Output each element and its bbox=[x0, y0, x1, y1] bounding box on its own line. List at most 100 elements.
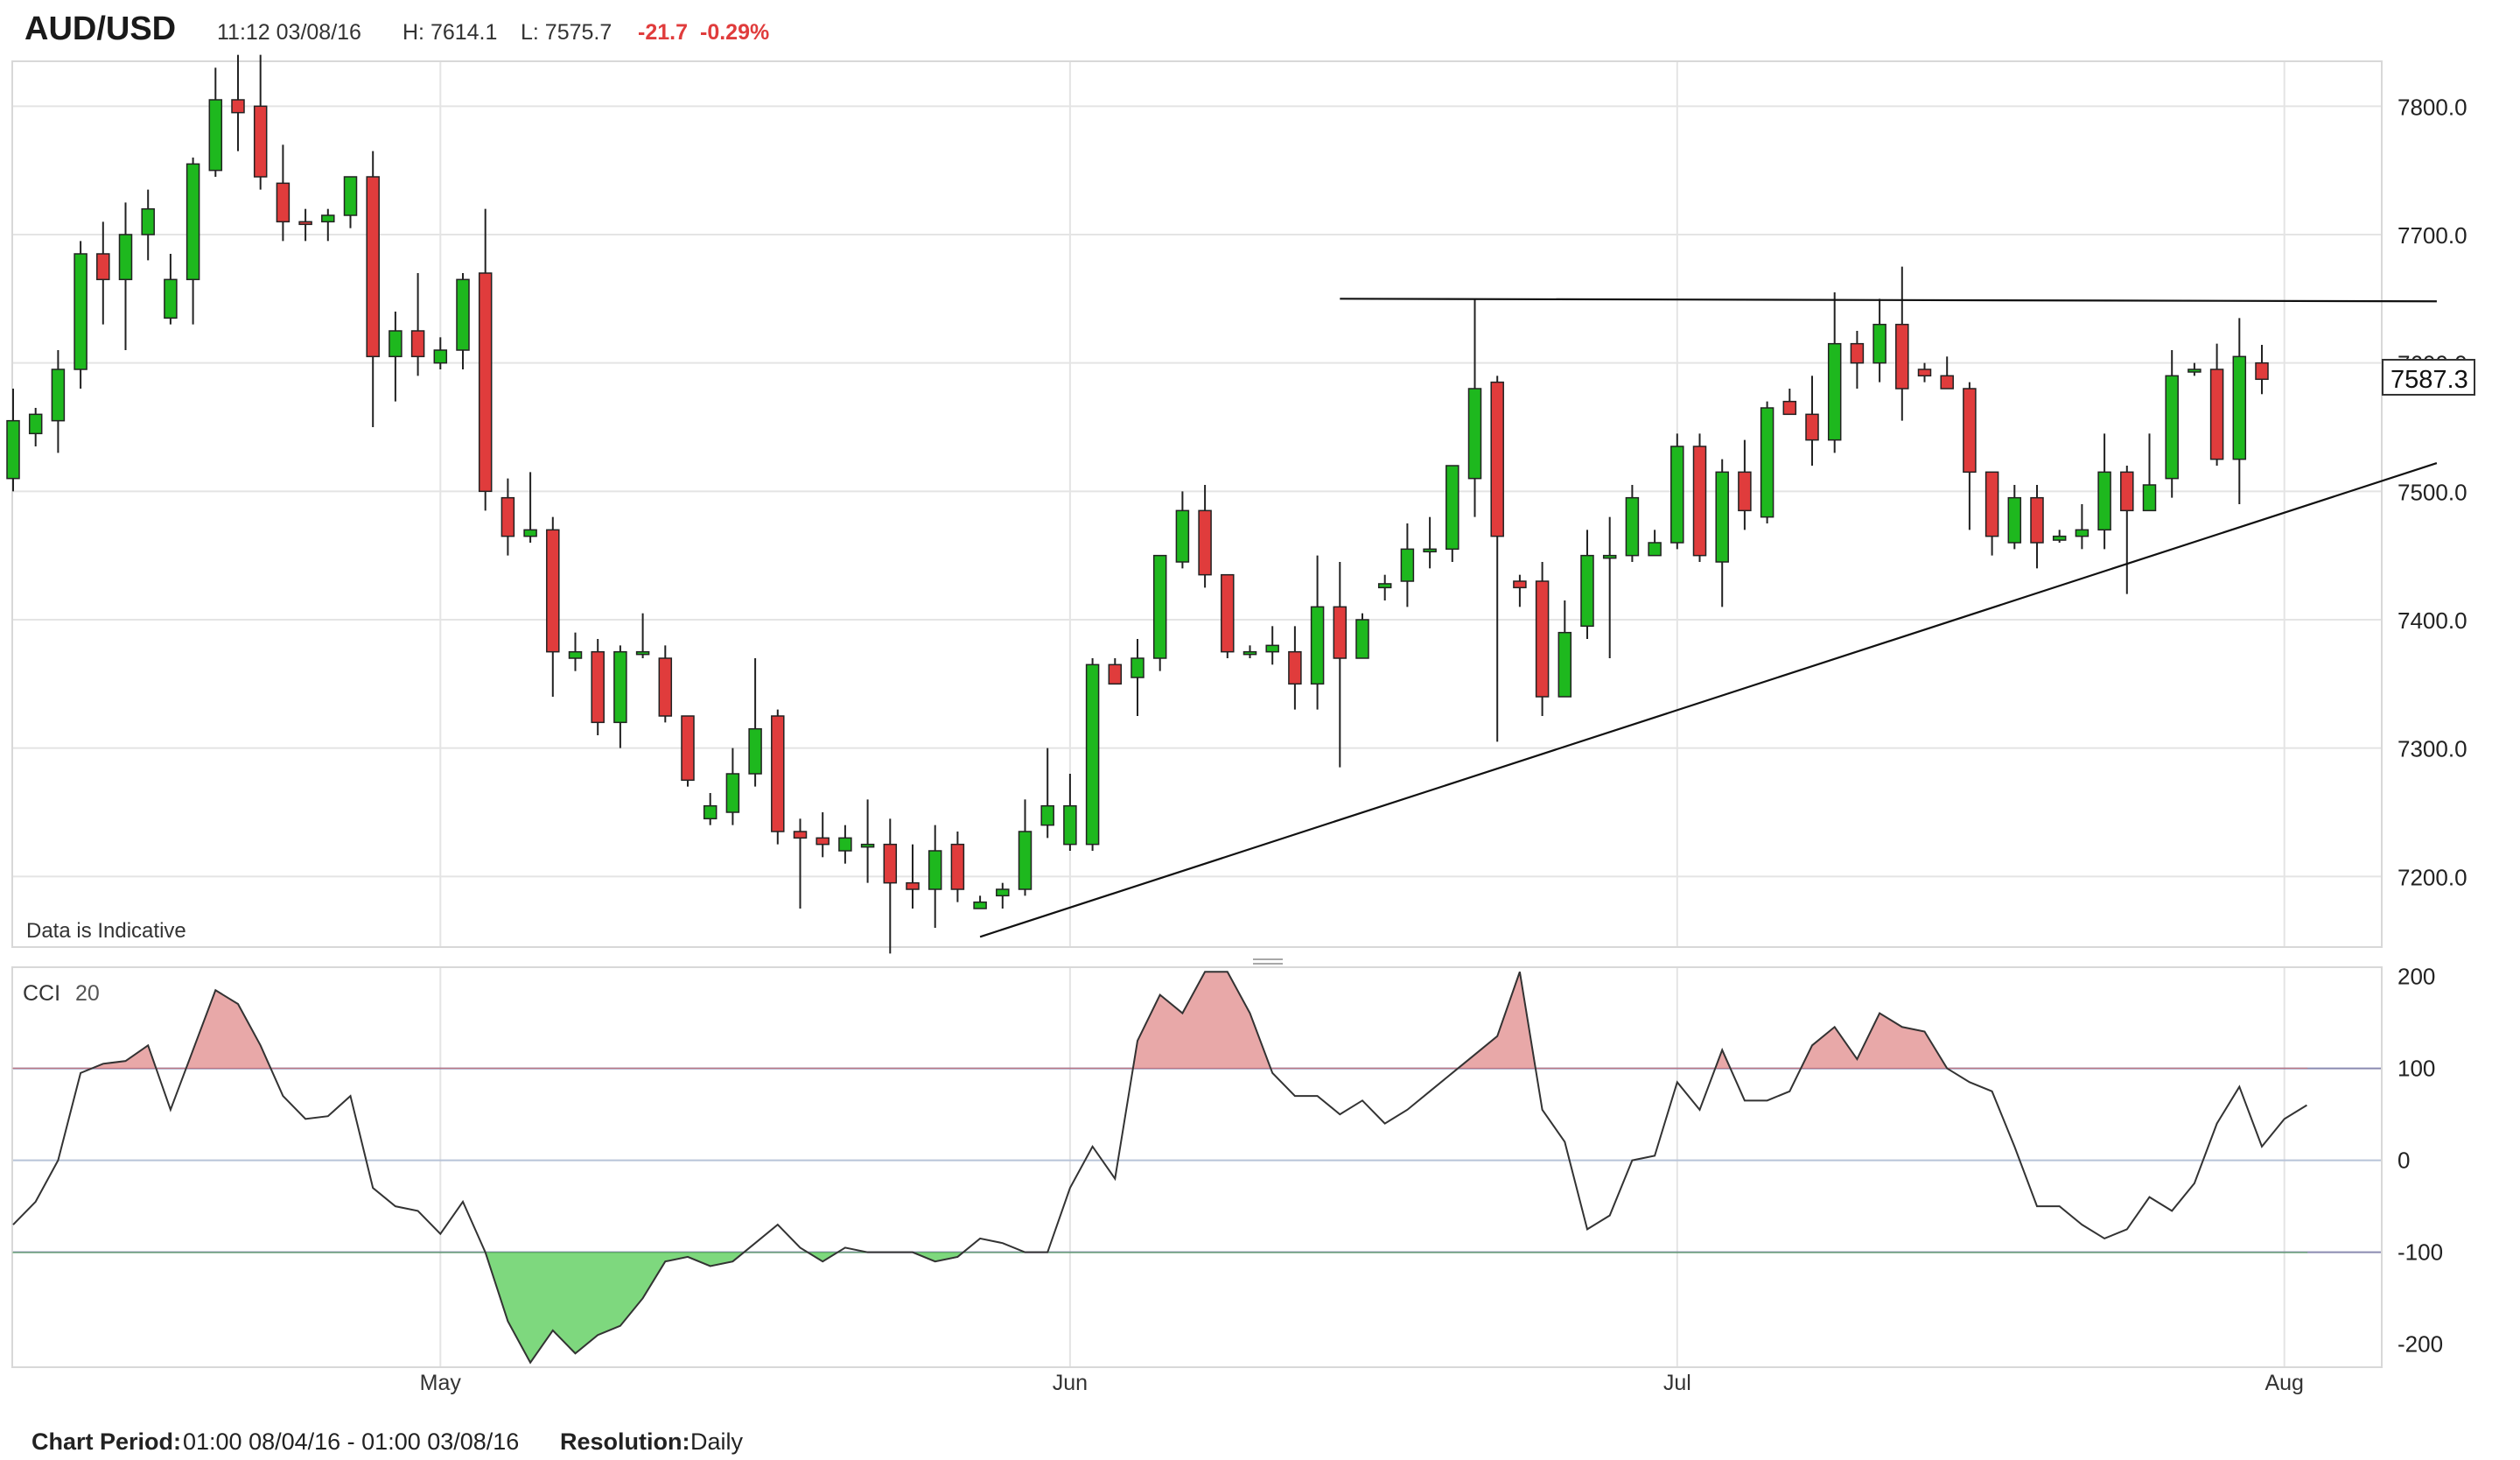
candle-body bbox=[523, 529, 537, 537]
candle-body bbox=[1355, 619, 1369, 659]
candle-up bbox=[28, 408, 43, 446]
cci-axis: -200 -100 0 100 200 bbox=[2398, 964, 2443, 1358]
candle-body bbox=[186, 163, 200, 281]
candle-up bbox=[456, 273, 470, 369]
candle-body bbox=[2052, 535, 2067, 541]
candle-body bbox=[1400, 548, 1415, 582]
candle-up bbox=[1130, 639, 1144, 716]
candle-body bbox=[1242, 650, 1257, 656]
candle-up bbox=[523, 472, 537, 543]
candle-down bbox=[793, 818, 808, 909]
candle-body bbox=[928, 850, 942, 890]
candle-body bbox=[613, 650, 627, 724]
candle-body bbox=[1827, 342, 1842, 441]
candle-body bbox=[1085, 663, 1100, 846]
candle-down bbox=[298, 208, 312, 242]
x-tick-label: Jul bbox=[1663, 1371, 1691, 1395]
candle-body bbox=[1175, 509, 1190, 563]
last-price-label: 7587.3 bbox=[2390, 366, 2468, 394]
candle-down bbox=[1490, 376, 1504, 742]
candle-down bbox=[771, 709, 785, 845]
candle-body bbox=[1984, 471, 1999, 537]
cci-line bbox=[12, 971, 2307, 1365]
candle-up bbox=[1558, 600, 1572, 698]
candle-body bbox=[1130, 657, 1144, 678]
candle-body bbox=[2165, 375, 2179, 480]
candle-body bbox=[950, 843, 965, 890]
header-change-pct: -0.29% bbox=[700, 20, 769, 45]
candle-down bbox=[1221, 573, 1235, 658]
candle-body bbox=[1513, 580, 1527, 589]
candle-body bbox=[681, 715, 695, 782]
candle-body bbox=[1535, 580, 1550, 698]
candle-body bbox=[1738, 471, 1752, 512]
candle-up bbox=[1310, 555, 1325, 710]
candle-down bbox=[2030, 485, 2044, 569]
candle-down bbox=[478, 208, 493, 511]
candle-down bbox=[1535, 562, 1550, 716]
cci-tick-label: 100 bbox=[2398, 1056, 2435, 1082]
candle-body bbox=[6, 419, 20, 480]
candle-up bbox=[1085, 658, 1100, 851]
candle-body bbox=[74, 253, 88, 370]
candle-body bbox=[1872, 323, 1886, 364]
candle-up bbox=[1648, 530, 1662, 557]
candle-up bbox=[2052, 530, 2067, 543]
candle-body bbox=[1963, 388, 1977, 474]
candle-down bbox=[1692, 433, 1707, 562]
candle-down bbox=[410, 273, 425, 376]
candle-body bbox=[1310, 606, 1325, 685]
candle-up bbox=[635, 613, 650, 658]
candle-up bbox=[433, 337, 448, 369]
candle-body bbox=[1063, 804, 1077, 846]
cci-fills bbox=[12, 971, 2308, 1365]
support-trendline[interactable] bbox=[979, 462, 2438, 938]
cci-tick-label: -100 bbox=[2398, 1239, 2443, 1266]
cci-overbought-area bbox=[12, 971, 2308, 1069]
candle-body bbox=[658, 657, 673, 717]
candle-down bbox=[253, 54, 268, 190]
candle-up bbox=[1580, 530, 1594, 639]
price-panel-frame bbox=[11, 60, 2383, 948]
chart-period-label: Chart Period: bbox=[32, 1428, 181, 1455]
candle-down bbox=[366, 151, 380, 427]
candle-body bbox=[51, 369, 66, 422]
candle-down bbox=[231, 54, 245, 151]
candle-body bbox=[433, 349, 448, 364]
candle-down bbox=[1288, 626, 1302, 710]
candle-body bbox=[2097, 471, 2111, 531]
candle-up bbox=[2142, 433, 2157, 512]
candle-up bbox=[343, 176, 358, 228]
candle-body bbox=[883, 843, 898, 884]
candle-body bbox=[1917, 369, 1932, 377]
candle-body bbox=[568, 650, 583, 659]
candle-up bbox=[1400, 523, 1415, 607]
x-tick-label: Aug bbox=[2264, 1371, 2303, 1395]
panel-resize-handle[interactable] bbox=[1253, 958, 1283, 965]
candle-down bbox=[276, 144, 290, 242]
candle-body bbox=[1467, 388, 1482, 480]
candle-up bbox=[928, 825, 942, 928]
candle-body bbox=[1558, 631, 1572, 698]
price-tick-label: 7800.0 bbox=[2398, 94, 2468, 120]
candle-down bbox=[906, 844, 920, 909]
cci-tick-label: 0 bbox=[2398, 1148, 2410, 1174]
candle-up bbox=[1602, 516, 1617, 658]
resistance-trendline[interactable] bbox=[1340, 298, 2437, 303]
candle-up bbox=[186, 158, 200, 325]
candle-up bbox=[2188, 362, 2202, 376]
candle-body bbox=[2232, 355, 2247, 460]
x-tick-label: May bbox=[420, 1371, 462, 1395]
candle-up bbox=[613, 645, 627, 748]
resolution-value: Daily bbox=[690, 1428, 744, 1455]
candle-body bbox=[298, 221, 312, 226]
candle-down bbox=[2120, 466, 2134, 594]
header-change: -21.7 bbox=[638, 20, 688, 45]
cci-tick-label: -200 bbox=[2398, 1331, 2443, 1358]
candle-body bbox=[2209, 369, 2224, 460]
candle-body bbox=[1670, 446, 1684, 544]
candle-body bbox=[748, 727, 762, 775]
candle-down bbox=[1782, 389, 1797, 416]
candle-body bbox=[1715, 471, 1729, 563]
candle-body bbox=[1850, 342, 1865, 364]
